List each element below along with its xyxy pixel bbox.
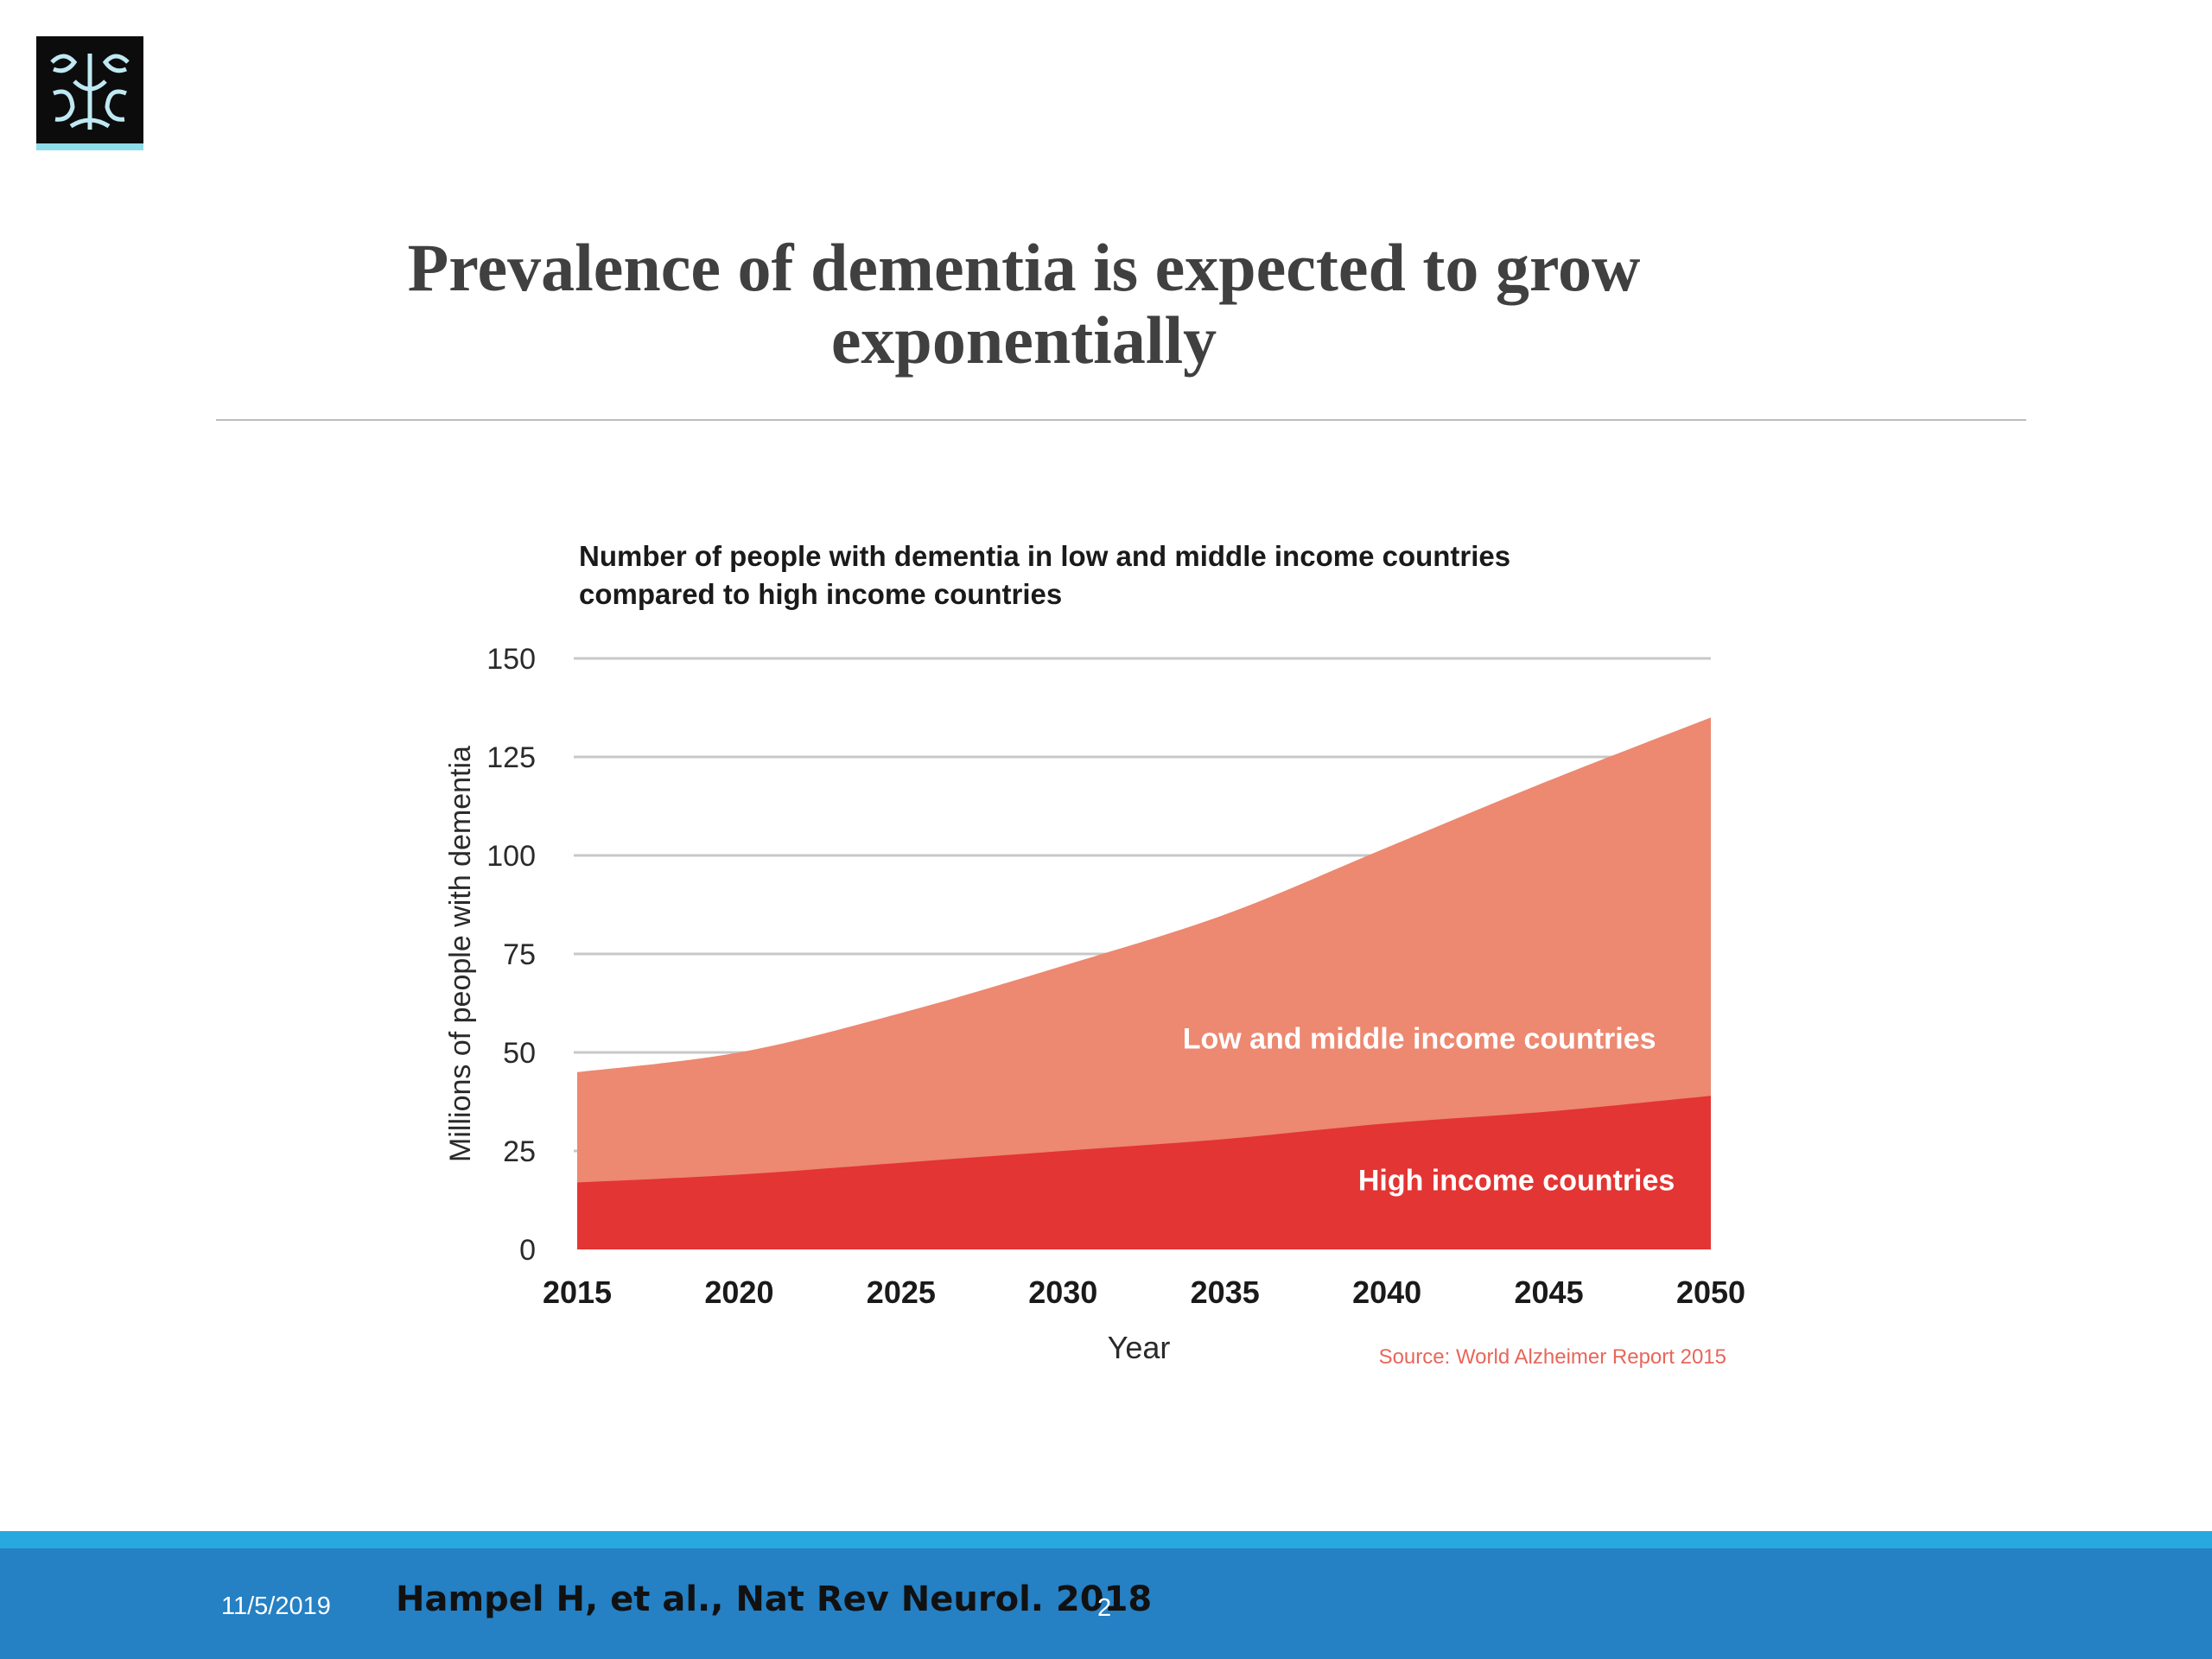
- x-tick-label: 2015: [543, 1274, 612, 1310]
- chart-labels: 0 25 50 75 100 125 150 2015 2020 2025 2030 2035 2040…: [444, 643, 1745, 1369]
- area-annotation-label: Low and middle income countries: [1183, 1022, 1656, 1055]
- y-tick-label: 100: [486, 840, 536, 873]
- x-tick-label: 2020: [704, 1274, 773, 1310]
- x-tick-label: 2035: [1191, 1274, 1260, 1310]
- x-tick-label: 2045: [1515, 1274, 1584, 1310]
- x-tick-label: 2040: [1352, 1274, 1421, 1310]
- page-number: 2: [1097, 1594, 1112, 1622]
- chart-areas: [577, 717, 1711, 1249]
- footer-date: 11/5/2019: [221, 1592, 331, 1620]
- footer-accent-line: [0, 1531, 2212, 1548]
- x-tick-label: 2050: [1676, 1274, 1745, 1310]
- area-low-middle-income: [577, 717, 1711, 1249]
- slide-title: Prevalence of dementia is expected to gr…: [407, 230, 1641, 378]
- y-tick-label: 0: [519, 1234, 536, 1267]
- y-tick-label: 75: [503, 938, 536, 971]
- area-annotation-label: High income countries: [1358, 1165, 1675, 1198]
- source-note: Source: World Alzheimer Report 2015: [1379, 1345, 1726, 1369]
- title-divider: [216, 419, 2026, 421]
- y-tick-label: 50: [503, 1037, 536, 1070]
- area-high-income: [577, 1096, 1711, 1249]
- x-tick-label: 2030: [1028, 1274, 1097, 1310]
- footer-bar: [0, 1548, 2212, 1659]
- y-tick-label: 25: [503, 1135, 536, 1168]
- chart-title: Number of people with dementia in low an…: [579, 540, 1511, 610]
- y-tick-label: 150: [486, 643, 536, 676]
- footer-citation: Hampel H, et al., Nat Rev Neurol. 2018: [396, 1580, 1153, 1619]
- dementia-area-chart: 0 25 50 75 100 125 150 2015 2020 2025 2030 2035 2040…: [444, 643, 1745, 1369]
- y-tick-label: 125: [486, 741, 536, 774]
- x-axis-label: Year: [1108, 1330, 1171, 1365]
- y-axis-label: Millions of people with dementia: [444, 746, 477, 1162]
- x-tick-label: 2025: [867, 1274, 936, 1310]
- university-crest-logo: [36, 36, 143, 150]
